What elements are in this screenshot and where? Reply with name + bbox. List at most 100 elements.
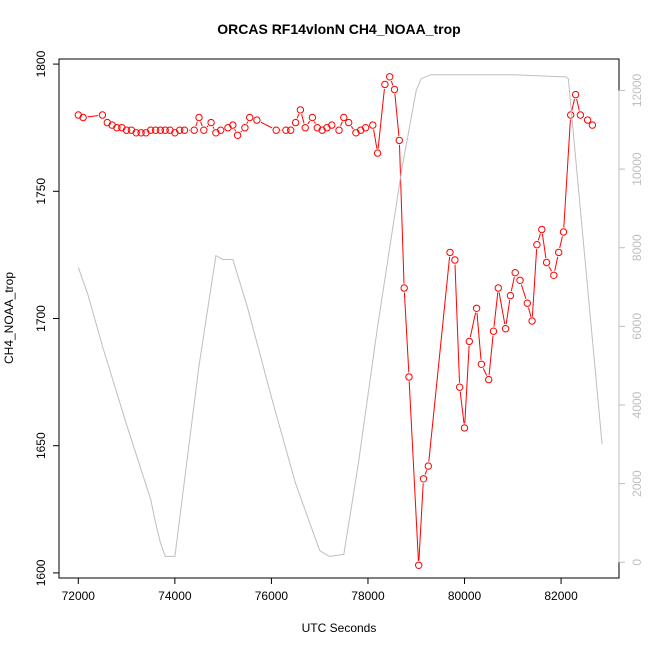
left-axis: 1600 1650 1700 1750 1800	[34, 50, 60, 586]
x-axis-label: UTC Seconds	[302, 621, 377, 635]
series-0-segment	[408, 381, 419, 561]
series-0-segment	[200, 121, 203, 127]
series-0-segment	[234, 128, 237, 132]
series-0-point	[506, 291, 515, 300]
series-0-point	[472, 304, 481, 312]
left-tick-label: 1750	[34, 178, 48, 205]
series-0-point	[79, 113, 87, 122]
bottom-tick-label: 80000	[448, 589, 482, 603]
series-0-point	[456, 383, 464, 391]
series-0-segment	[505, 300, 511, 325]
y-axis-label: CH4_NOAA_trop	[2, 272, 16, 364]
series-0-segment	[520, 284, 527, 300]
series-0-point	[528, 317, 536, 325]
series-0-point	[161, 126, 169, 134]
series-0-point	[296, 106, 305, 114]
series-0-point	[424, 462, 432, 470]
bottom-tick-label: 76000	[255, 589, 289, 603]
series-0-point	[516, 276, 524, 284]
series-0-segment	[313, 121, 316, 124]
series-0-segment	[482, 368, 488, 376]
series-0-point	[460, 424, 469, 432]
series-0-point	[533, 241, 541, 249]
series-0-point	[147, 126, 155, 134]
series-0-segment	[563, 119, 571, 228]
series-0-point	[335, 126, 343, 134]
series-0-segment	[464, 345, 470, 424]
series-0-segment	[399, 144, 405, 284]
series-0-point	[217, 126, 225, 134]
series-0-point	[415, 561, 423, 569]
left-tick-label: 1650	[34, 432, 48, 459]
series-0-point	[400, 284, 408, 292]
right-tick-label: 12000	[630, 73, 644, 107]
series-0-point	[381, 80, 389, 89]
series-0-segment	[528, 307, 532, 317]
series-0-point	[98, 111, 107, 119]
series-0-point	[583, 116, 592, 124]
series-0-point	[282, 126, 290, 134]
series-0-point	[523, 299, 531, 307]
series-0-point	[494, 284, 502, 292]
series-0-point	[555, 248, 563, 257]
series-0-segment	[246, 121, 249, 124]
right-tick-label: 0	[630, 559, 644, 566]
series-0-segment	[377, 88, 385, 149]
series-0-segment	[373, 129, 378, 149]
series-layer	[74, 73, 603, 569]
series-0-point	[272, 126, 280, 134]
series-0-segment	[428, 256, 451, 462]
series-0-segment	[350, 126, 354, 130]
series-0-segment	[476, 312, 482, 360]
right-tick-label: 2000	[630, 470, 644, 497]
series-0-segment	[498, 292, 506, 325]
series-0-point	[395, 136, 403, 145]
series-0-point	[446, 248, 454, 257]
series-0-point	[190, 126, 198, 134]
series-0-segment	[301, 114, 305, 124]
series-0-segment	[559, 236, 563, 249]
series-0-segment	[531, 249, 538, 317]
chart-title: ORCAS RF14vlonN CH4_NOAA_trop	[217, 21, 460, 37]
series-0-point	[137, 129, 145, 137]
series-0-segment	[554, 256, 559, 271]
series-0-segment	[488, 335, 494, 376]
series-0-point	[559, 228, 568, 236]
series-0-segment	[403, 292, 410, 373]
series-0-point	[113, 124, 121, 132]
series-0-point	[501, 325, 510, 333]
left-tick-label: 1800	[34, 50, 48, 77]
series-0-point	[390, 85, 399, 94]
bottom-tick-label: 72000	[62, 589, 96, 603]
series-0-point	[576, 111, 585, 119]
series-0-segment	[296, 113, 300, 119]
bottom-axis: 72000 74000 76000 78000 80000 82000	[62, 577, 578, 603]
series-0-point	[176, 126, 184, 134]
series-0-point	[489, 327, 498, 335]
series-0-segment	[424, 470, 428, 475]
series-1-line	[77, 74, 603, 557]
series-0-segment	[390, 80, 394, 86]
series-0-point	[241, 124, 249, 132]
series-0-segment	[260, 121, 273, 129]
series-0-point	[122, 126, 131, 134]
series-0-point	[287, 126, 295, 134]
series-0-point	[345, 118, 353, 127]
series-0-point	[246, 113, 254, 122]
bottom-tick-label: 82000	[544, 589, 578, 603]
series-0-point	[567, 111, 575, 119]
series-0-segment	[571, 98, 575, 111]
series-0-point	[229, 121, 237, 129]
series-0-segment	[212, 126, 215, 129]
series-0-point	[373, 149, 382, 157]
series-0-point	[151, 126, 160, 134]
series-0-point	[405, 373, 413, 381]
series-0-point	[156, 126, 165, 134]
series-0-point	[538, 225, 546, 234]
series-0-segment	[240, 130, 243, 133]
series-0-point	[132, 129, 140, 137]
series-0-segment	[548, 266, 553, 272]
right-tick-label: 8000	[630, 234, 644, 261]
series-0-segment	[576, 98, 580, 111]
